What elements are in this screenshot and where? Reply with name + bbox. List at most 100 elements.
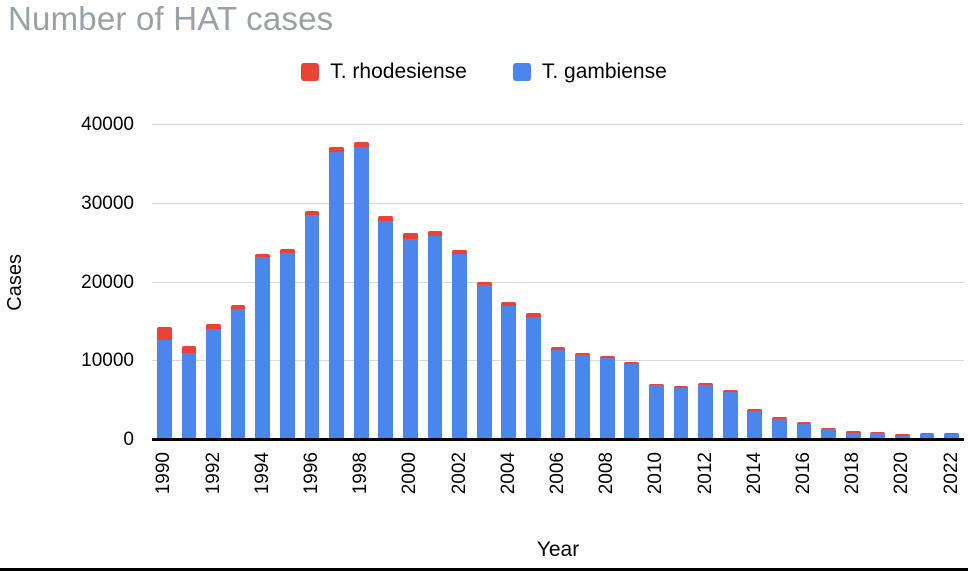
- bar-2019: [870, 431, 886, 440]
- bar-segment-rhodesiense: [944, 432, 960, 435]
- bar-2004: [501, 302, 517, 440]
- bar-2008: [599, 356, 615, 440]
- bar-segment-gambiense: [649, 385, 664, 440]
- bar-2005: [526, 313, 541, 440]
- legend-item-0: T. rhodesiense: [301, 60, 467, 84]
- legend-label-0: T. rhodesiense: [330, 60, 467, 83]
- bar-segment-gambiense: [230, 309, 246, 440]
- bar-segment-rhodesiense: [476, 281, 492, 286]
- x-tick-label: 2000: [399, 452, 421, 495]
- legend-swatch-1: [512, 63, 531, 81]
- bar-segment-rhodesiense: [206, 323, 221, 329]
- bar-segment-gambiense: [156, 339, 172, 440]
- x-tick-label: 2010: [645, 452, 667, 495]
- bar-2007: [575, 352, 590, 440]
- x-axis-line: [152, 438, 964, 441]
- x-tick-label: 2008: [596, 452, 618, 495]
- bar-2002: [452, 250, 467, 440]
- bar-1996: [304, 210, 320, 440]
- y-tick-label: 20000: [81, 271, 134, 293]
- x-tick-label: 2012: [694, 452, 716, 495]
- x-tick-label: 1998: [350, 452, 372, 495]
- bar-segment-gambiense: [870, 433, 886, 440]
- bar-segment-rhodesiense: [599, 356, 615, 359]
- bar-segment-rhodesiense: [156, 327, 172, 340]
- bar-2018: [845, 431, 861, 440]
- bar-segment-gambiense: [378, 220, 394, 440]
- bar-segment-rhodesiense: [895, 434, 910, 436]
- x-tick-label: 2016: [793, 452, 815, 495]
- bar-1990: [156, 327, 172, 440]
- bar-segment-rhodesiense: [402, 233, 418, 239]
- x-tick-label: 1990: [153, 452, 175, 495]
- bar-segment-gambiense: [255, 256, 271, 440]
- gridline: [152, 281, 964, 283]
- bar-segment-gambiense: [402, 238, 418, 440]
- bar-segment-gambiense: [427, 236, 443, 440]
- chart-title: Number of HAT cases: [8, 0, 334, 37]
- x-tick-label: 2020: [891, 452, 913, 495]
- bar-segment-gambiense: [181, 352, 197, 440]
- bar-1993: [230, 305, 246, 440]
- bar-segment-rhodesiense: [279, 249, 295, 254]
- bar-segment-gambiense: [599, 358, 615, 440]
- bar-segment-rhodesiense: [181, 346, 197, 353]
- bar-segment-rhodesiense: [870, 431, 886, 434]
- bar-segment-rhodesiense: [304, 210, 320, 216]
- plot-area: [152, 124, 964, 441]
- bar-2012: [698, 383, 713, 440]
- bar-segment-rhodesiense: [747, 409, 763, 411]
- bar-segment-gambiense: [796, 423, 812, 440]
- bar-segment-rhodesiense: [796, 422, 812, 424]
- bar-segment-rhodesiense: [673, 386, 689, 388]
- bar-2009: [624, 362, 640, 440]
- x-tick-label: 2018: [842, 452, 864, 495]
- bar-segment-rhodesiense: [501, 302, 517, 307]
- bar-segment-gambiense: [624, 363, 640, 440]
- bar-1999: [378, 215, 394, 440]
- bar-segment-rhodesiense: [624, 362, 640, 364]
- bar-segment-rhodesiense: [452, 250, 467, 254]
- bar-segment-gambiense: [353, 147, 369, 440]
- bar-segment-gambiense: [944, 434, 960, 440]
- bar-segment-gambiense: [845, 432, 861, 440]
- bar-segment-gambiense: [329, 151, 344, 440]
- x-tick-label: 2004: [497, 452, 519, 495]
- bar-2010: [649, 383, 664, 440]
- gridline: [152, 202, 964, 204]
- bar-segment-gambiense: [550, 350, 566, 440]
- bar-2017: [821, 427, 837, 440]
- bar-segment-rhodesiense: [649, 383, 664, 386]
- bar-segment-gambiense: [821, 429, 837, 440]
- bar-1997: [329, 147, 344, 440]
- y-axis-ticks: 0 10000 20000 30000 40000: [30, 114, 144, 450]
- bar-segment-rhodesiense: [698, 383, 713, 385]
- x-tick-label: 2002: [448, 452, 470, 495]
- bar-segment-rhodesiense: [919, 432, 935, 435]
- bar-segment-gambiense: [304, 215, 320, 440]
- y-axis-title-wrap: Cases: [0, 125, 30, 440]
- bar-segment-rhodesiense: [353, 142, 369, 148]
- bar-2016: [796, 422, 812, 440]
- bar-1995: [279, 249, 295, 440]
- bar-1992: [206, 323, 221, 440]
- y-tick-label: 30000: [81, 192, 134, 214]
- bar-segment-gambiense: [919, 434, 935, 440]
- y-tick-label: 10000: [81, 350, 134, 372]
- bar-1998: [353, 142, 369, 440]
- bar-segment-gambiense: [526, 317, 541, 440]
- y-tick-label: 0: [123, 429, 134, 450]
- legend-swatch-0: [301, 63, 320, 81]
- bar-2006: [550, 347, 566, 440]
- bar-segment-gambiense: [206, 328, 221, 440]
- bar-segment-rhodesiense: [722, 390, 738, 392]
- x-tick-label: 2014: [743, 452, 765, 495]
- bar-segment-rhodesiense: [526, 313, 541, 317]
- bar-segment-rhodesiense: [329, 147, 344, 152]
- bar-segment-rhodesiense: [821, 427, 837, 430]
- x-tick-label: 1996: [300, 452, 322, 495]
- x-tick-label: 1992: [202, 452, 224, 495]
- bar-segment-rhodesiense: [772, 417, 787, 419]
- bar-segment-gambiense: [673, 387, 689, 440]
- legend-item-1: T. gambiense: [512, 60, 667, 84]
